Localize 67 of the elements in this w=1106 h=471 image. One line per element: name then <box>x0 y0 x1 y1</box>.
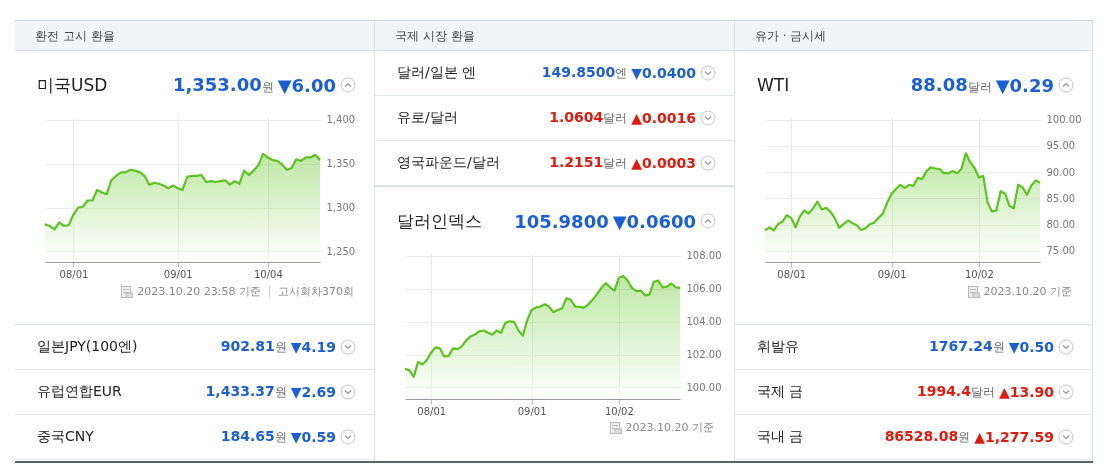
text: 2023.10.20 기준 <box>625 420 714 435</box>
y-tick-label: 100.00 <box>686 381 722 393</box>
text: 일본JPY(100엔) <box>37 338 138 356</box>
x-tick-label: 10/02 <box>964 268 994 280</box>
y-tick-label: 75.00 <box>1046 245 1076 257</box>
text: 휘발유 <box>757 338 799 356</box>
text: 1.0604달러 <box>549 109 628 127</box>
text: 105.9800 <box>514 210 609 232</box>
text: 유럽연합EUR <box>37 383 122 401</box>
text: ▲13.90 <box>998 384 1054 400</box>
text: ▼2.69 <box>290 384 336 400</box>
text: 영국파운드/달러 <box>397 154 500 172</box>
text: ▼0.0400 <box>631 65 696 81</box>
y-tick-label: 102.00 <box>686 349 722 361</box>
text: 1994.4달러 <box>916 383 995 401</box>
text: 149.8500엔 <box>541 64 628 82</box>
y-tick-label: 90.00 <box>1046 166 1076 178</box>
y-tick-label: 108.00 <box>686 250 722 262</box>
chart-title: 환전 고시 환율 <box>15 21 374 51</box>
text: ▼0.29 <box>995 74 1054 96</box>
text: 2023.10.20 기준 <box>983 284 1072 299</box>
x-tick-label: 08/01 <box>417 405 447 417</box>
text: 2023.10.20 23:58 기준 <box>137 284 261 299</box>
y-tick-label: 104.00 <box>686 316 722 328</box>
text: 국내 금 <box>757 428 804 446</box>
text: ▲0.0003 <box>631 155 696 171</box>
y-tick-label: 1,300 <box>326 202 356 214</box>
chart-title: 유가 · 금시세 <box>735 21 1092 51</box>
text: 중국CNY <box>37 428 94 446</box>
y-tick-label: 80.00 <box>1046 219 1076 231</box>
y-tick-label: 100.00 <box>1046 114 1082 126</box>
text: 1767.24원 <box>928 338 1005 356</box>
text: ▼0.0600 <box>612 210 696 232</box>
x-tick-label: 08/01 <box>777 268 807 280</box>
x-tick-label: 09/01 <box>517 405 547 417</box>
y-tick-label: 106.00 <box>686 283 722 295</box>
text: 1,433.37원 <box>205 383 287 401</box>
text: 국제 시장 환율 <box>375 21 734 51</box>
x-tick-label: 08/01 <box>59 268 89 280</box>
y-tick-label: 95.00 <box>1046 140 1076 152</box>
x-tick-label: 09/01 <box>163 268 193 280</box>
text: 유로/달러 <box>397 109 458 127</box>
chart-subtitle: WTI <box>757 75 790 95</box>
text: ▼0.59 <box>290 429 336 445</box>
y-tick-label: 1,400 <box>326 114 356 126</box>
text: ▼6.00 <box>277 74 336 96</box>
text: ▼4.19 <box>290 339 336 355</box>
text: 고시회차370회 <box>278 284 354 299</box>
y-tick-label: 85.00 <box>1046 192 1076 204</box>
text: ▲0.0016 <box>631 110 696 126</box>
text: 902.81원 <box>220 338 287 356</box>
x-tick-label: 10/02 <box>604 405 634 417</box>
text: 달러/일본 엔 <box>397 64 477 82</box>
x-tick-label: 10/04 <box>253 268 283 280</box>
chart-subtitle: 달러인덱스 <box>397 209 482 233</box>
text: 88.08달러 <box>910 74 992 96</box>
text: 86528.08원 <box>884 428 971 446</box>
y-tick-label: 1,250 <box>326 245 356 257</box>
text: 184.65원 <box>220 428 287 446</box>
text: ▲1,277.59 <box>974 429 1054 445</box>
y-tick-label: 1,350 <box>326 158 356 170</box>
text: ▼0.50 <box>1008 339 1054 355</box>
text: 1,353.00원 <box>172 74 274 96</box>
chart-subtitle: 미국USD <box>37 73 108 97</box>
x-tick-label: 09/01 <box>877 268 907 280</box>
text: 국제 금 <box>757 383 804 401</box>
text: 1.2151달러 <box>549 154 628 172</box>
